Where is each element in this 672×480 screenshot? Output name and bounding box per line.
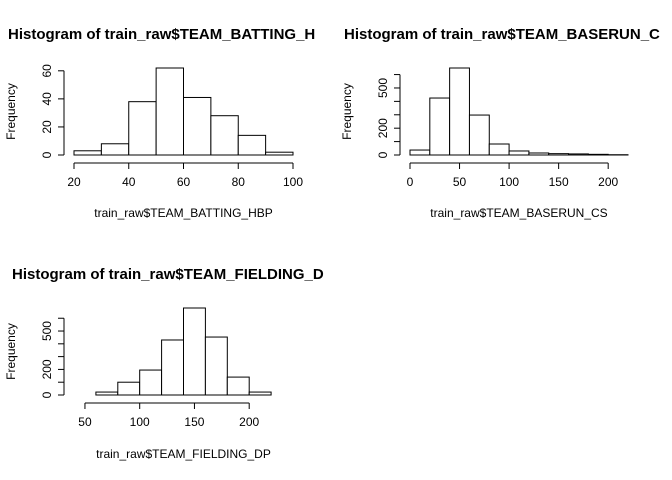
bar xyxy=(161,339,185,396)
x-tick-label: 80 xyxy=(232,175,246,189)
x-tick-label: 200 xyxy=(598,175,618,189)
y-tick-label: 500 xyxy=(40,321,54,341)
bar xyxy=(183,96,212,156)
x-tick-label: 0 xyxy=(407,175,414,189)
bar xyxy=(95,391,119,396)
y-tick-label: 0 xyxy=(376,151,390,158)
x-tick-label: 60 xyxy=(177,175,191,189)
x-tick-label: 50 xyxy=(453,175,467,189)
bar xyxy=(73,150,102,156)
y-tick-label: 200 xyxy=(40,359,54,379)
bar xyxy=(204,336,228,396)
bar xyxy=(468,114,490,156)
x-tick-label: 50 xyxy=(78,415,92,429)
bar xyxy=(265,151,294,156)
x-tick-label: 150 xyxy=(549,175,569,189)
bar xyxy=(568,153,589,156)
y-tick-label: 60 xyxy=(40,64,54,78)
chart-title: Histogram of train_raw$TEAM_FIELDING_D xyxy=(12,266,324,283)
x-axis-label: train_raw$TEAM_FIELDING_DP xyxy=(96,447,271,461)
bar xyxy=(210,115,239,156)
y-axis-label: Frequency xyxy=(340,83,354,140)
chart-title: Histogram of train_raw$TEAM_BASERUN_C xyxy=(344,26,660,43)
bar xyxy=(139,369,163,396)
x-axis-label: train_raw$TEAM_BASERUN_CS xyxy=(430,206,607,220)
y-tick-label: 500 xyxy=(376,78,390,98)
bar xyxy=(587,153,609,156)
bar xyxy=(117,381,141,396)
x-tick-label: 100 xyxy=(283,175,303,189)
y-axis-label: Frequency xyxy=(4,323,18,380)
bar xyxy=(508,150,530,156)
bar xyxy=(155,67,184,156)
y-tick-label: 0 xyxy=(40,391,54,398)
bar xyxy=(248,391,272,396)
y-tick-label: 40 xyxy=(40,92,54,106)
bar xyxy=(488,143,510,156)
bar xyxy=(409,149,431,156)
bar xyxy=(449,67,470,156)
bar xyxy=(128,101,157,156)
bar xyxy=(528,152,550,156)
y-tick-label: 200 xyxy=(376,118,390,138)
x-tick-label: 200 xyxy=(239,415,259,429)
bar xyxy=(237,134,267,156)
chart-title: Histogram of train_raw$TEAM_BATTING_H xyxy=(8,26,315,43)
bar xyxy=(548,153,570,156)
y-tick-label: 0 xyxy=(40,151,54,158)
y-tick-label: 20 xyxy=(40,120,54,134)
x-tick-label: 150 xyxy=(184,415,204,429)
bar xyxy=(100,143,130,156)
bar xyxy=(429,97,451,156)
y-axis-label: Frequency xyxy=(4,83,18,140)
x-tick-label: 20 xyxy=(67,175,81,189)
bar xyxy=(226,376,250,396)
x-axis-label: train_raw$TEAM_BATTING_HBP xyxy=(94,206,273,220)
bar xyxy=(183,307,206,396)
x-tick-label: 100 xyxy=(499,175,519,189)
x-tick-label: 40 xyxy=(122,175,136,189)
x-tick-label: 100 xyxy=(130,415,150,429)
